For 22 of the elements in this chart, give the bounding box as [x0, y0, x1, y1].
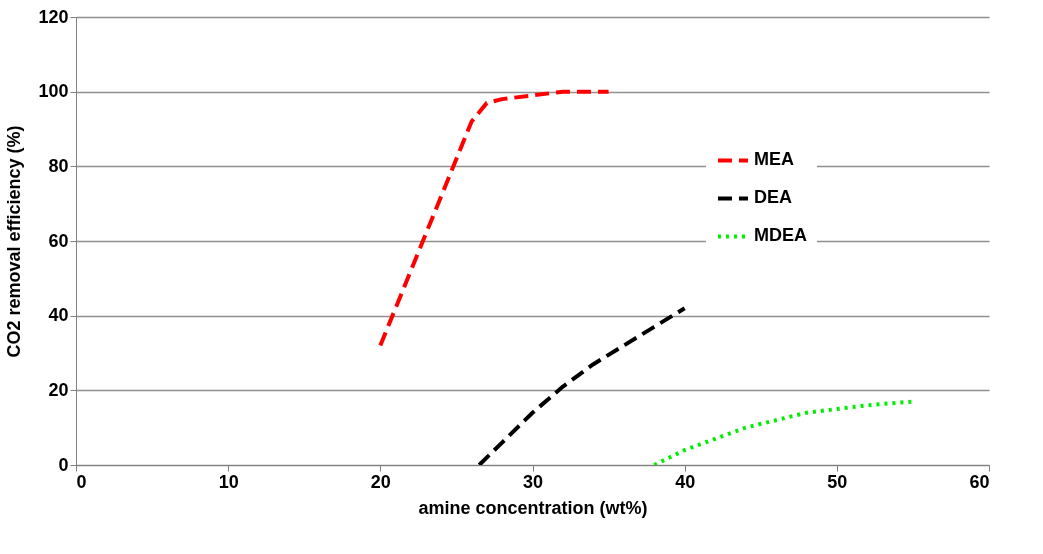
y-tick-label: 100 — [38, 81, 69, 102]
y-tick-label: 0 — [58, 454, 69, 475]
legend-label: MEA — [753, 149, 794, 170]
y-tick-label: 40 — [48, 305, 69, 326]
x-tick-label: 60 — [969, 471, 990, 492]
x-tick-label: 20 — [370, 471, 391, 492]
legend-label: MDEA — [753, 225, 807, 246]
line-series — [378, 89, 611, 348]
line-series — [652, 399, 915, 465]
y-tick-label: 120 — [38, 6, 69, 27]
x-tick-label: 0 — [76, 471, 87, 492]
y-axis-title: CO2 removal efficiency (%) — [4, 125, 25, 358]
y-tick-label: 80 — [48, 155, 69, 176]
y-tick-label: 60 — [48, 230, 69, 251]
legend-label: DEA — [753, 187, 792, 208]
x-tick-label: 10 — [218, 471, 239, 492]
x-tick-label: 50 — [827, 471, 848, 492]
x-tick-label: 30 — [522, 471, 544, 492]
x-axis-title: amine concentration (wt%) — [418, 497, 648, 518]
y-tick-label: 20 — [48, 379, 69, 400]
x-tick-label: 40 — [675, 471, 696, 492]
line-series — [477, 306, 687, 465]
